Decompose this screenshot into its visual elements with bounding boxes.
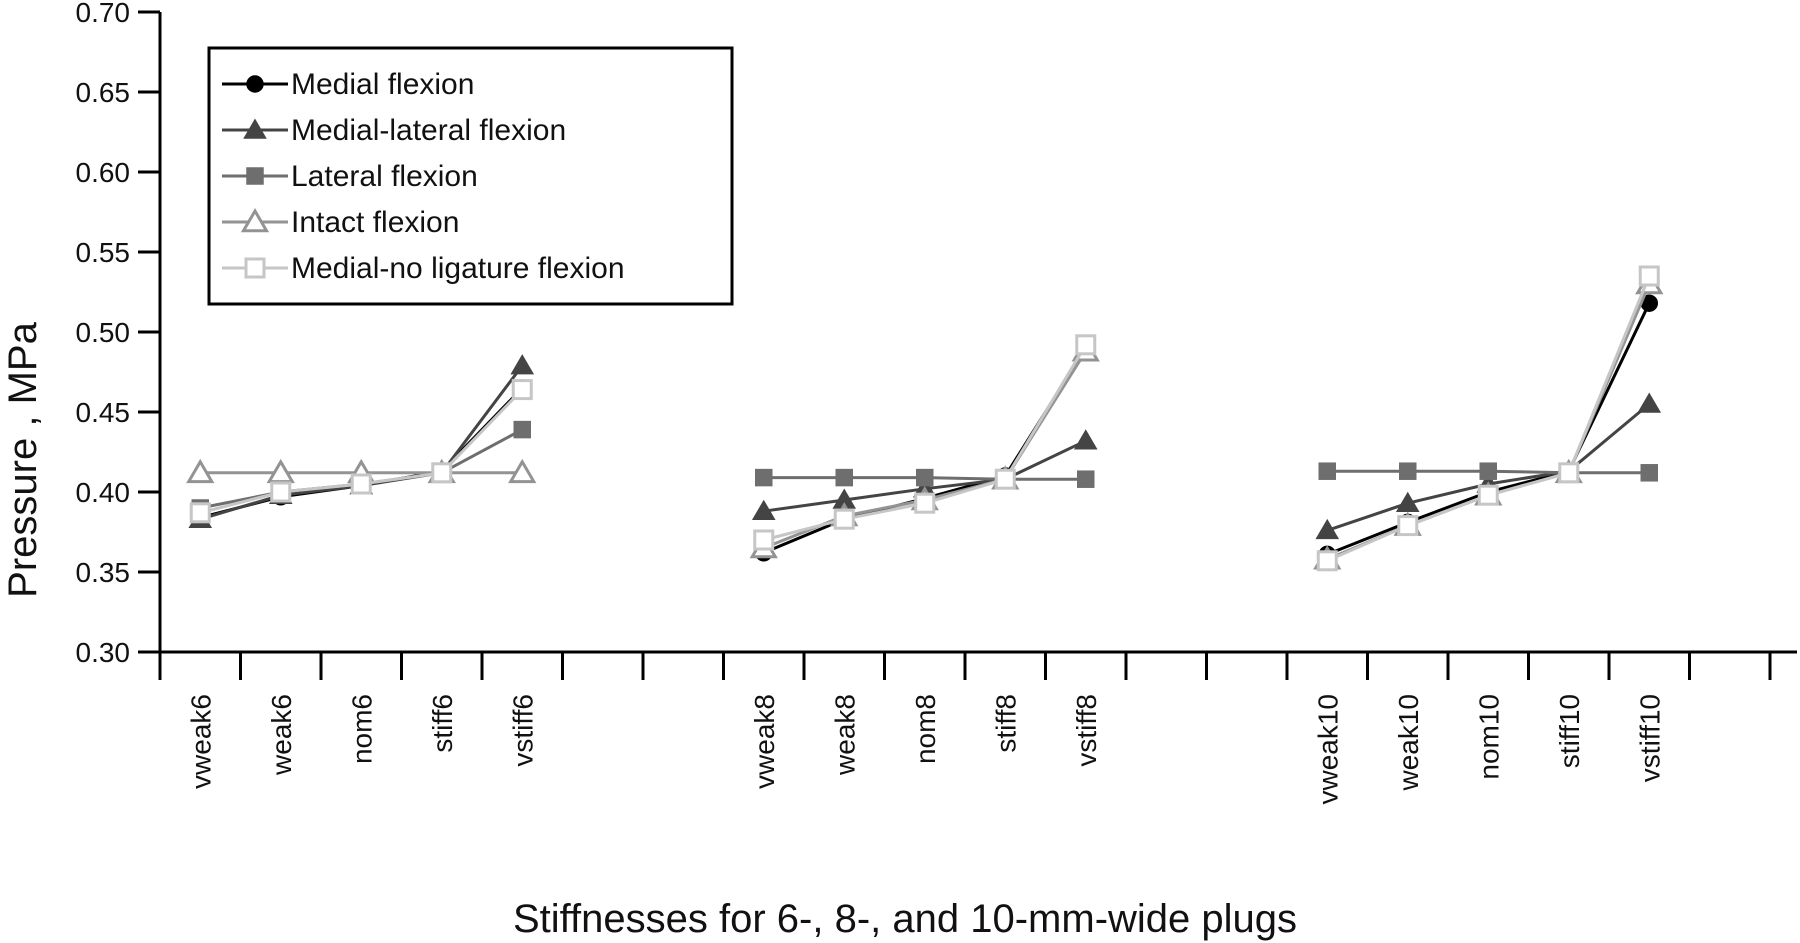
data-point <box>755 468 773 487</box>
data-point <box>835 468 853 487</box>
series-line <box>199 364 524 521</box>
data-point <box>511 379 533 401</box>
x-category-label: nom6 <box>346 694 377 764</box>
legend-marker <box>240 208 270 233</box>
x-category-label: vweak6 <box>185 694 216 789</box>
legend-label: Medial-lateral flexion <box>291 114 566 147</box>
y-tick-label: 0.50 <box>76 317 131 348</box>
series-3 <box>186 270 1664 570</box>
data-point <box>186 458 215 484</box>
data-point <box>751 499 776 520</box>
x-category-label: weak10 <box>1393 694 1424 792</box>
x-category-label: stiff8 <box>990 694 1021 753</box>
data-point <box>1315 518 1340 540</box>
y-tick-label: 0.30 <box>76 637 131 668</box>
data-point <box>1318 462 1336 480</box>
legend-marker <box>246 75 264 93</box>
y-axis-label: Pressure , MPa <box>1 321 45 597</box>
y-tick-label: 0.35 <box>76 557 131 588</box>
data-point <box>753 529 775 551</box>
x-category-label: vstiff6 <box>507 694 538 767</box>
x-category-label: nom10 <box>1473 694 1504 780</box>
data-point <box>431 462 453 484</box>
data-point <box>994 468 1016 490</box>
x-category-label: weak8 <box>829 694 860 776</box>
x-category-label: stiff6 <box>427 694 458 753</box>
data-point <box>1077 470 1095 488</box>
legend-label: Medial flexion <box>291 68 474 101</box>
data-point <box>510 354 535 375</box>
data-point <box>1638 265 1660 287</box>
data-point <box>1558 462 1580 484</box>
series-layer <box>186 265 1664 572</box>
x-category-label: vstiff10 <box>1634 694 1665 782</box>
y-tick-label: 0.45 <box>76 397 131 428</box>
data-point <box>513 420 531 439</box>
data-point <box>350 473 372 495</box>
data-point <box>1395 491 1420 512</box>
y-tick-label: 0.60 <box>76 157 131 188</box>
series-line <box>1326 275 1651 563</box>
data-point <box>508 458 537 484</box>
x-category-label: stiff10 <box>1554 694 1585 768</box>
x-category-label: nom8 <box>910 694 941 764</box>
series-0 <box>191 294 1658 564</box>
y-tick-label: 0.70 <box>76 0 131 28</box>
legend-marker <box>246 167 264 185</box>
data-point <box>1397 515 1419 537</box>
data-point <box>189 502 211 524</box>
legend-label: Intact flexion <box>291 206 459 239</box>
data-point <box>914 492 936 514</box>
series-line <box>763 347 1088 555</box>
x-category-label: vstiff8 <box>1071 694 1102 767</box>
series-line <box>763 350 1088 550</box>
series-line <box>1326 283 1651 561</box>
data-point <box>916 468 934 487</box>
series-4 <box>189 265 1660 572</box>
x-category-label: vweak8 <box>749 694 780 789</box>
x-axis-label: Stiffnesses for 6-, 8-, and 10-mm-wide p… <box>513 897 1297 941</box>
data-point <box>1399 462 1417 480</box>
data-point <box>1640 464 1658 482</box>
x-category-label: weak6 <box>266 694 297 776</box>
legend: Medial flexion Medial-lateral flexion Late… <box>207 46 734 306</box>
data-point <box>270 481 292 503</box>
x-category-label: vweak10 <box>1312 694 1343 805</box>
data-point <box>1479 462 1497 480</box>
data-point <box>1073 429 1098 450</box>
y-tick-label: 0.65 <box>76 77 131 108</box>
axes: 0.30 0.35 0.40 0.45 0.50 0.55 0.60 0.65 0.70 vwea… <box>76 0 1797 805</box>
y-tick-label: 0.40 <box>76 477 131 508</box>
data-point <box>833 508 855 530</box>
legend-marker <box>243 118 267 139</box>
legend-label: Medial-no ligature flexion <box>291 252 625 285</box>
series-line <box>1326 302 1651 556</box>
legend-marker <box>244 257 266 279</box>
legend-box <box>207 46 734 306</box>
legend-label: Lateral flexion <box>291 160 478 193</box>
data-point <box>1316 550 1338 572</box>
data-point <box>1477 484 1499 506</box>
y-tick-label: 0.55 <box>76 237 131 268</box>
data-point <box>1637 392 1662 413</box>
data-point <box>1075 334 1097 356</box>
